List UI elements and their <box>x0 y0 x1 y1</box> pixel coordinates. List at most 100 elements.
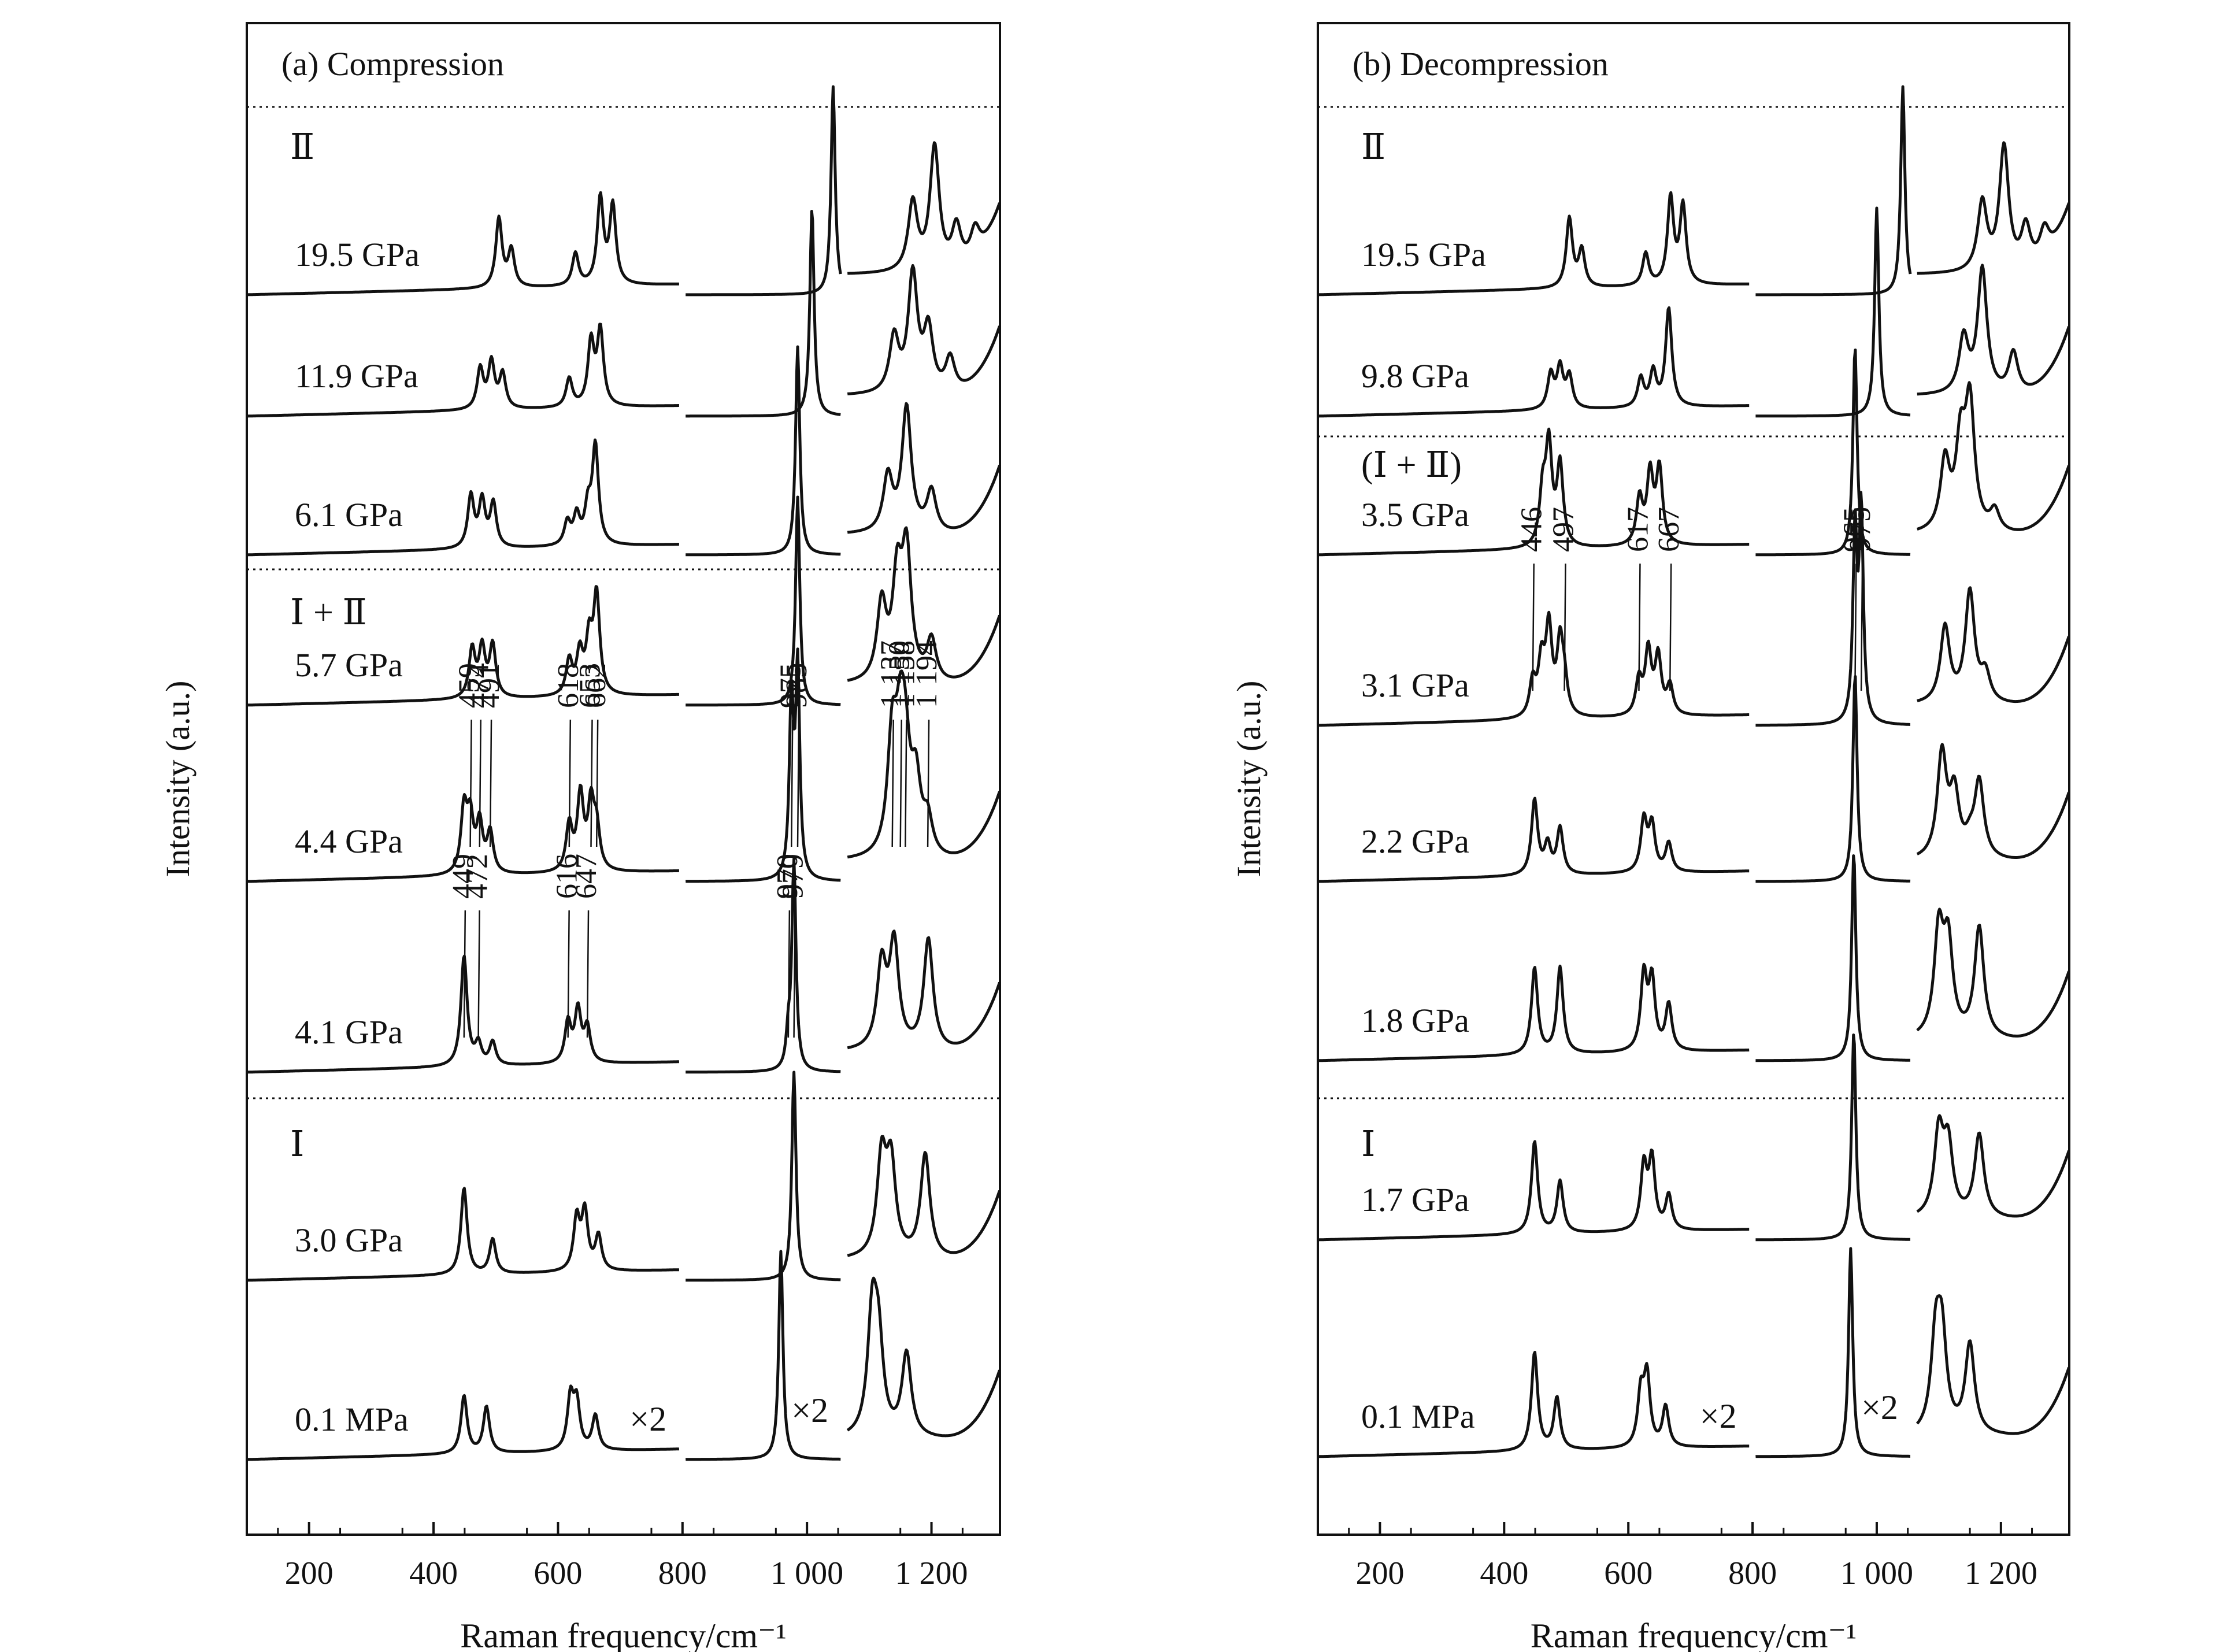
pressure-label: 19.5 GPa <box>295 236 420 273</box>
peak-annotation-leader <box>590 719 593 847</box>
spectrum-mid-segment <box>1755 675 1911 883</box>
plot-frame <box>1317 22 2070 1536</box>
peak-annotation: 662 <box>579 663 612 708</box>
x-tick-label: 200 <box>285 1555 334 1591</box>
panel-title: (a) Compression <box>281 45 504 83</box>
peak-annotation-leader <box>791 719 794 847</box>
peak-annotation-leader <box>567 910 570 1038</box>
peak-annotation: 491 <box>473 663 506 708</box>
peak-annotation: 617 <box>1621 507 1654 552</box>
peak-annotation-leader <box>787 910 791 1038</box>
multiplier-label: ×2 <box>1861 1388 1898 1427</box>
peak-annotation-leader <box>891 719 894 847</box>
pressure-label: 0.1 MPa <box>1361 1398 1475 1435</box>
peak-annotation: 1 158 <box>888 640 921 708</box>
multiplier-label: ×2 <box>1700 1397 1737 1435</box>
peak-annotation-leader <box>899 719 902 847</box>
spectrum-mid-segment <box>1755 85 1912 297</box>
pressure-label: 3.5 GPa <box>1361 496 1469 534</box>
spectrum-low-segment <box>1317 962 1750 1062</box>
x-tick-label: 800 <box>1728 1555 1777 1591</box>
spectrum-mid-segment <box>1755 1247 1911 1458</box>
spectrum-mid-segment <box>685 495 842 707</box>
pressure-label: 1.7 GPa <box>1361 1181 1469 1218</box>
spectrum-low-segment <box>246 783 680 883</box>
peak-annotation-leader <box>1854 563 1857 691</box>
peak-annotation: 1 137 <box>875 640 908 708</box>
spectrum-low-segment <box>246 1187 680 1282</box>
x-tick-label: 400 <box>409 1555 458 1591</box>
peak-annotation: 975 <box>774 663 807 708</box>
peak-annotation-leader <box>1638 563 1641 691</box>
peak-annotation-leader <box>479 719 481 847</box>
peak-annotation-leader <box>463 910 466 1038</box>
peak-annotation-leader <box>1563 563 1566 691</box>
peak-annotation-leader <box>477 910 480 1038</box>
spectrum-high-segment <box>847 526 1001 682</box>
panel-a: (a) Compression Ⅱ Ⅰ + Ⅱ Ⅰ 200 400 600 800 1 000 1… <box>159 22 1001 1652</box>
spectrum-low-segment <box>1317 427 1750 557</box>
multiplier-label: ×2 <box>791 1391 828 1429</box>
pressure-label: 4.4 GPa <box>295 823 403 860</box>
plot-frame <box>246 22 1001 1536</box>
spectrum-low-segment <box>1317 1350 1750 1458</box>
spectrum-low-segment <box>1317 306 1750 418</box>
spectrum-mid-segment <box>685 857 842 1074</box>
spectrum-high-segment <box>1916 586 2070 703</box>
panel-title: (b) Decompression <box>1353 45 1609 83</box>
spectrum-high-segment <box>1916 381 2070 531</box>
spectrum-low-segment <box>246 954 680 1074</box>
spectrum-low-segment <box>246 191 680 297</box>
peak-annotation: 446 <box>1516 507 1548 552</box>
peak-annotation: 1 194 <box>910 640 943 708</box>
peak-annotation: 459 <box>453 663 486 708</box>
phase-label: Ⅰ <box>290 1125 305 1164</box>
x-tick-label: 1 200 <box>1965 1555 2037 1591</box>
spectrum-high-segment <box>847 929 1001 1050</box>
pressure-label: 0.1 MPa <box>295 1401 409 1438</box>
y-axis-label: Intensity (a.u.) <box>159 681 197 877</box>
pressure-label: 2.2 GPa <box>1361 823 1469 860</box>
spectrum-mid-segment <box>1755 206 1911 418</box>
x-tick-label: 1 000 <box>1840 1555 1913 1591</box>
spectrum-low-segment <box>246 438 680 557</box>
peak-annotation-leader <box>568 719 572 847</box>
peak-annotation: 965 <box>1837 507 1870 552</box>
pressure-label: 6.1 GPa <box>295 496 403 534</box>
peak-annotation: 975 <box>1844 507 1877 552</box>
spectrum-high-segment <box>846 1276 1001 1438</box>
peak-annotation-leader <box>796 719 800 847</box>
peak-annotation-leader <box>489 719 492 847</box>
phase-label: Ⅱ <box>1361 128 1385 167</box>
spectrum-mid-segment <box>685 345 842 557</box>
peak-annotation: 970 <box>771 854 804 899</box>
x-tick-label: 1 000 <box>770 1555 843 1591</box>
peak-annotation-leader <box>469 719 472 847</box>
peak-annotation-leader <box>1532 563 1535 691</box>
pressure-label: 19.5 GPa <box>1361 236 1486 273</box>
peak-annotation-leader <box>905 719 907 847</box>
peak-annotation: 1 150 <box>883 640 916 708</box>
phase-label: Ⅱ <box>290 128 314 167</box>
spectrum-mid-segment <box>1755 491 1911 727</box>
spectrum-high-segment <box>1916 1294 2070 1435</box>
peak-annotation: 618 <box>552 663 585 708</box>
spectrum-high-segment <box>847 141 1001 275</box>
x-tick-label: 1 200 <box>895 1555 968 1591</box>
peak-annotation: 667 <box>1653 507 1685 552</box>
x-axis-label: Raman frequency/cm⁻¹ <box>460 1617 786 1652</box>
spectrum-mid-segment <box>1755 854 1911 1062</box>
peak-annotation: 647 <box>570 854 603 899</box>
peak-annotation: 449 <box>447 854 480 899</box>
y-axis-label: Intensity (a.u.) <box>1230 681 1268 877</box>
peak-annotation-leader <box>1860 563 1863 691</box>
spectrum-high-segment <box>1916 264 2070 396</box>
peak-annotation: 616 <box>551 854 584 899</box>
spectrum-low-segment <box>1317 1140 1750 1242</box>
spectrum-low-segment <box>246 323 680 418</box>
multiplier-label: ×2 <box>629 1400 666 1438</box>
spectrum-high-segment <box>847 1135 1001 1257</box>
spectrum-low-segment <box>246 585 680 707</box>
spectrum-high-segment <box>847 402 1001 534</box>
